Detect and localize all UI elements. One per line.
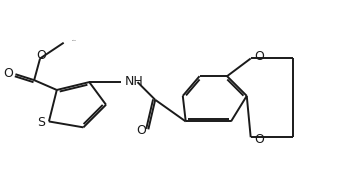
- Text: NH: NH: [125, 75, 143, 88]
- Text: O: O: [255, 50, 265, 63]
- Text: methyl: methyl: [73, 40, 77, 42]
- Text: methyl: methyl: [72, 40, 76, 41]
- Text: methyl: methyl: [64, 39, 69, 41]
- Text: O: O: [72, 40, 73, 41]
- Text: O: O: [4, 67, 14, 80]
- Text: O: O: [137, 124, 146, 137]
- Text: O: O: [36, 49, 46, 62]
- Text: S: S: [37, 116, 45, 129]
- Text: O: O: [255, 133, 265, 146]
